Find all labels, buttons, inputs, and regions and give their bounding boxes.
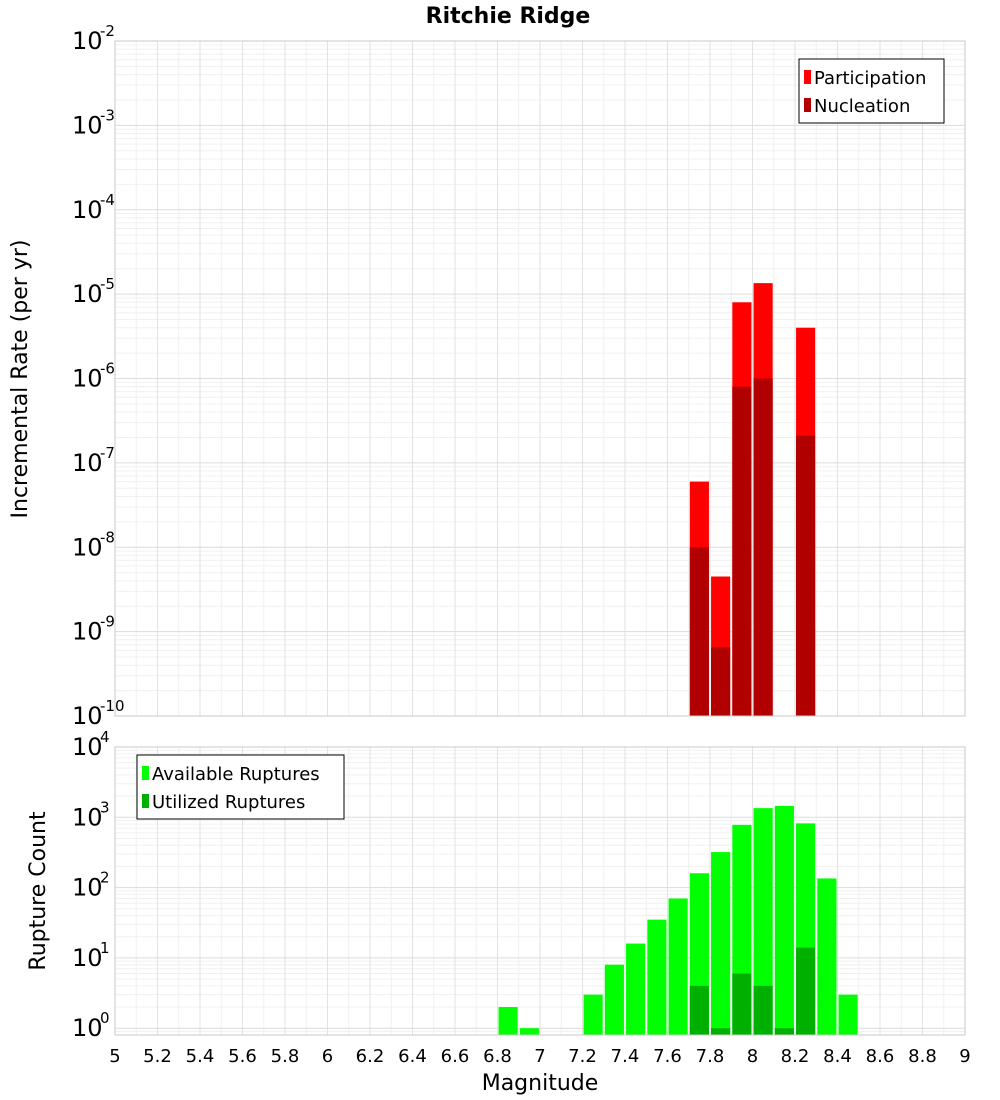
bottom-bar-primary — [604, 964, 624, 1035]
top-y-tick-exponent: -8 — [100, 528, 115, 546]
bottom-legend-entry: Available Ruptures — [152, 764, 320, 785]
x-tick-label: 7.2 — [568, 1046, 597, 1067]
top-bar-secondary — [711, 647, 731, 716]
top-y-tick-exponent: -7 — [100, 444, 115, 462]
top-y-tick-exponent: -9 — [100, 613, 115, 631]
top-y-tick-exponent: -3 — [100, 106, 115, 124]
top-y-tick-label: 10 — [72, 618, 103, 646]
bottom-legend-swatch — [142, 766, 149, 780]
bottom-bar-primary — [668, 898, 688, 1035]
x-tick-label: 7.6 — [653, 1046, 682, 1067]
top-legend-swatch — [804, 98, 811, 112]
x-tick-label: 6 — [322, 1046, 333, 1067]
top-legend-entry: Participation — [814, 68, 926, 89]
bottom-bar-secondary — [774, 1028, 794, 1035]
x-tick-label: 5 — [109, 1046, 120, 1067]
bottom-legend-entry: Utilized Ruptures — [152, 792, 305, 813]
bottom-y-tick-label: 10 — [72, 733, 103, 761]
x-tick-label: 7 — [534, 1046, 545, 1067]
bottom-y-axis-label: Rupture Count — [26, 811, 51, 971]
top-bar-secondary — [753, 378, 773, 716]
x-tick-label: 7.8 — [696, 1046, 725, 1067]
top-y-tick-exponent: -2 — [100, 22, 115, 40]
chart-title: Ritchie Ridge — [426, 4, 591, 29]
top-bar-secondary — [796, 435, 816, 716]
bottom-y-tick-exponent: 0 — [100, 1009, 110, 1027]
bottom-bar-primary — [753, 808, 773, 1035]
x-tick-label: 5.4 — [186, 1046, 215, 1067]
x-tick-label: 8 — [747, 1046, 758, 1067]
bottom-legend-swatch — [142, 794, 149, 808]
top-legend-box — [798, 58, 945, 124]
top-legend-swatch — [804, 70, 811, 84]
top-legend-entry: Nucleation — [814, 96, 910, 117]
x-axis-label: Magnitude — [482, 1071, 599, 1096]
top-y-tick-label: 10 — [72, 449, 103, 477]
x-tick-label: 6.4 — [398, 1046, 427, 1067]
bottom-y-tick-label: 10 — [72, 944, 103, 972]
top-plot-border — [114, 40, 966, 717]
bottom-y-tick-exponent: 1 — [100, 939, 110, 957]
bottom-bar-primary — [774, 805, 794, 1035]
bottom-bar-primary — [647, 919, 667, 1035]
bottom-bar-secondary — [689, 985, 709, 1035]
top-y-tick-label: 10 — [72, 533, 103, 561]
top-y-tick-exponent: -4 — [100, 191, 115, 209]
x-tick-label: 9 — [959, 1046, 970, 1067]
bottom-bar-primary — [583, 994, 603, 1035]
top-y-tick-label: 10 — [72, 27, 103, 55]
x-tick-label: 5.8 — [271, 1046, 300, 1067]
top-y-tick-exponent: -5 — [100, 275, 115, 293]
bottom-bar-secondary — [796, 947, 816, 1035]
bottom-legend-box — [136, 754, 345, 820]
bottom-bar-secondary — [711, 1028, 731, 1035]
bottom-bar-primary — [498, 1007, 518, 1035]
x-tick-label: 6.8 — [483, 1046, 512, 1067]
x-tick-label: 5.2 — [143, 1046, 172, 1067]
x-tick-label: 8.4 — [823, 1046, 852, 1067]
top-bar-secondary — [732, 386, 752, 716]
x-tick-label: 5.6 — [228, 1046, 257, 1067]
bottom-bar-primary — [711, 852, 731, 1035]
bottom-bar-primary — [817, 878, 837, 1035]
top-y-tick-label: 10 — [72, 111, 103, 139]
bottom-bar-secondary — [753, 985, 773, 1035]
top-y-tick-label: 10 — [72, 280, 103, 308]
x-tick-label: 8.6 — [866, 1046, 895, 1067]
bottom-y-tick-exponent: 3 — [100, 798, 110, 816]
bottom-bar-secondary — [732, 973, 752, 1035]
bottom-plot-border — [114, 746, 966, 1036]
x-tick-label: 8.2 — [781, 1046, 810, 1067]
bottom-y-tick-label: 10 — [72, 1014, 103, 1042]
top-y-tick-label: 10 — [72, 196, 103, 224]
bottom-y-tick-label: 10 — [72, 803, 103, 831]
x-tick-label: 6.6 — [441, 1046, 470, 1067]
top-y-tick-label: 10 — [72, 365, 103, 393]
x-tick-label: 8.8 — [908, 1046, 937, 1067]
x-tick-label: 6.2 — [356, 1046, 385, 1067]
top-y-tick-exponent: -6 — [100, 360, 115, 378]
bottom-y-tick-label: 10 — [72, 874, 103, 902]
top-y-axis-label: Incremental Rate (per yr) — [8, 240, 33, 519]
bottom-bar-primary — [838, 994, 858, 1035]
bottom-y-tick-exponent: 4 — [100, 728, 110, 746]
top-y-tick-exponent: -10 — [100, 697, 125, 715]
top-y-tick-label: 10 — [72, 702, 103, 730]
bottom-bar-primary — [626, 943, 646, 1035]
bottom-bar-primary — [519, 1028, 539, 1035]
top-bar-secondary — [689, 547, 709, 716]
bottom-y-tick-exponent: 2 — [100, 869, 110, 887]
x-tick-label: 7.4 — [611, 1046, 640, 1067]
